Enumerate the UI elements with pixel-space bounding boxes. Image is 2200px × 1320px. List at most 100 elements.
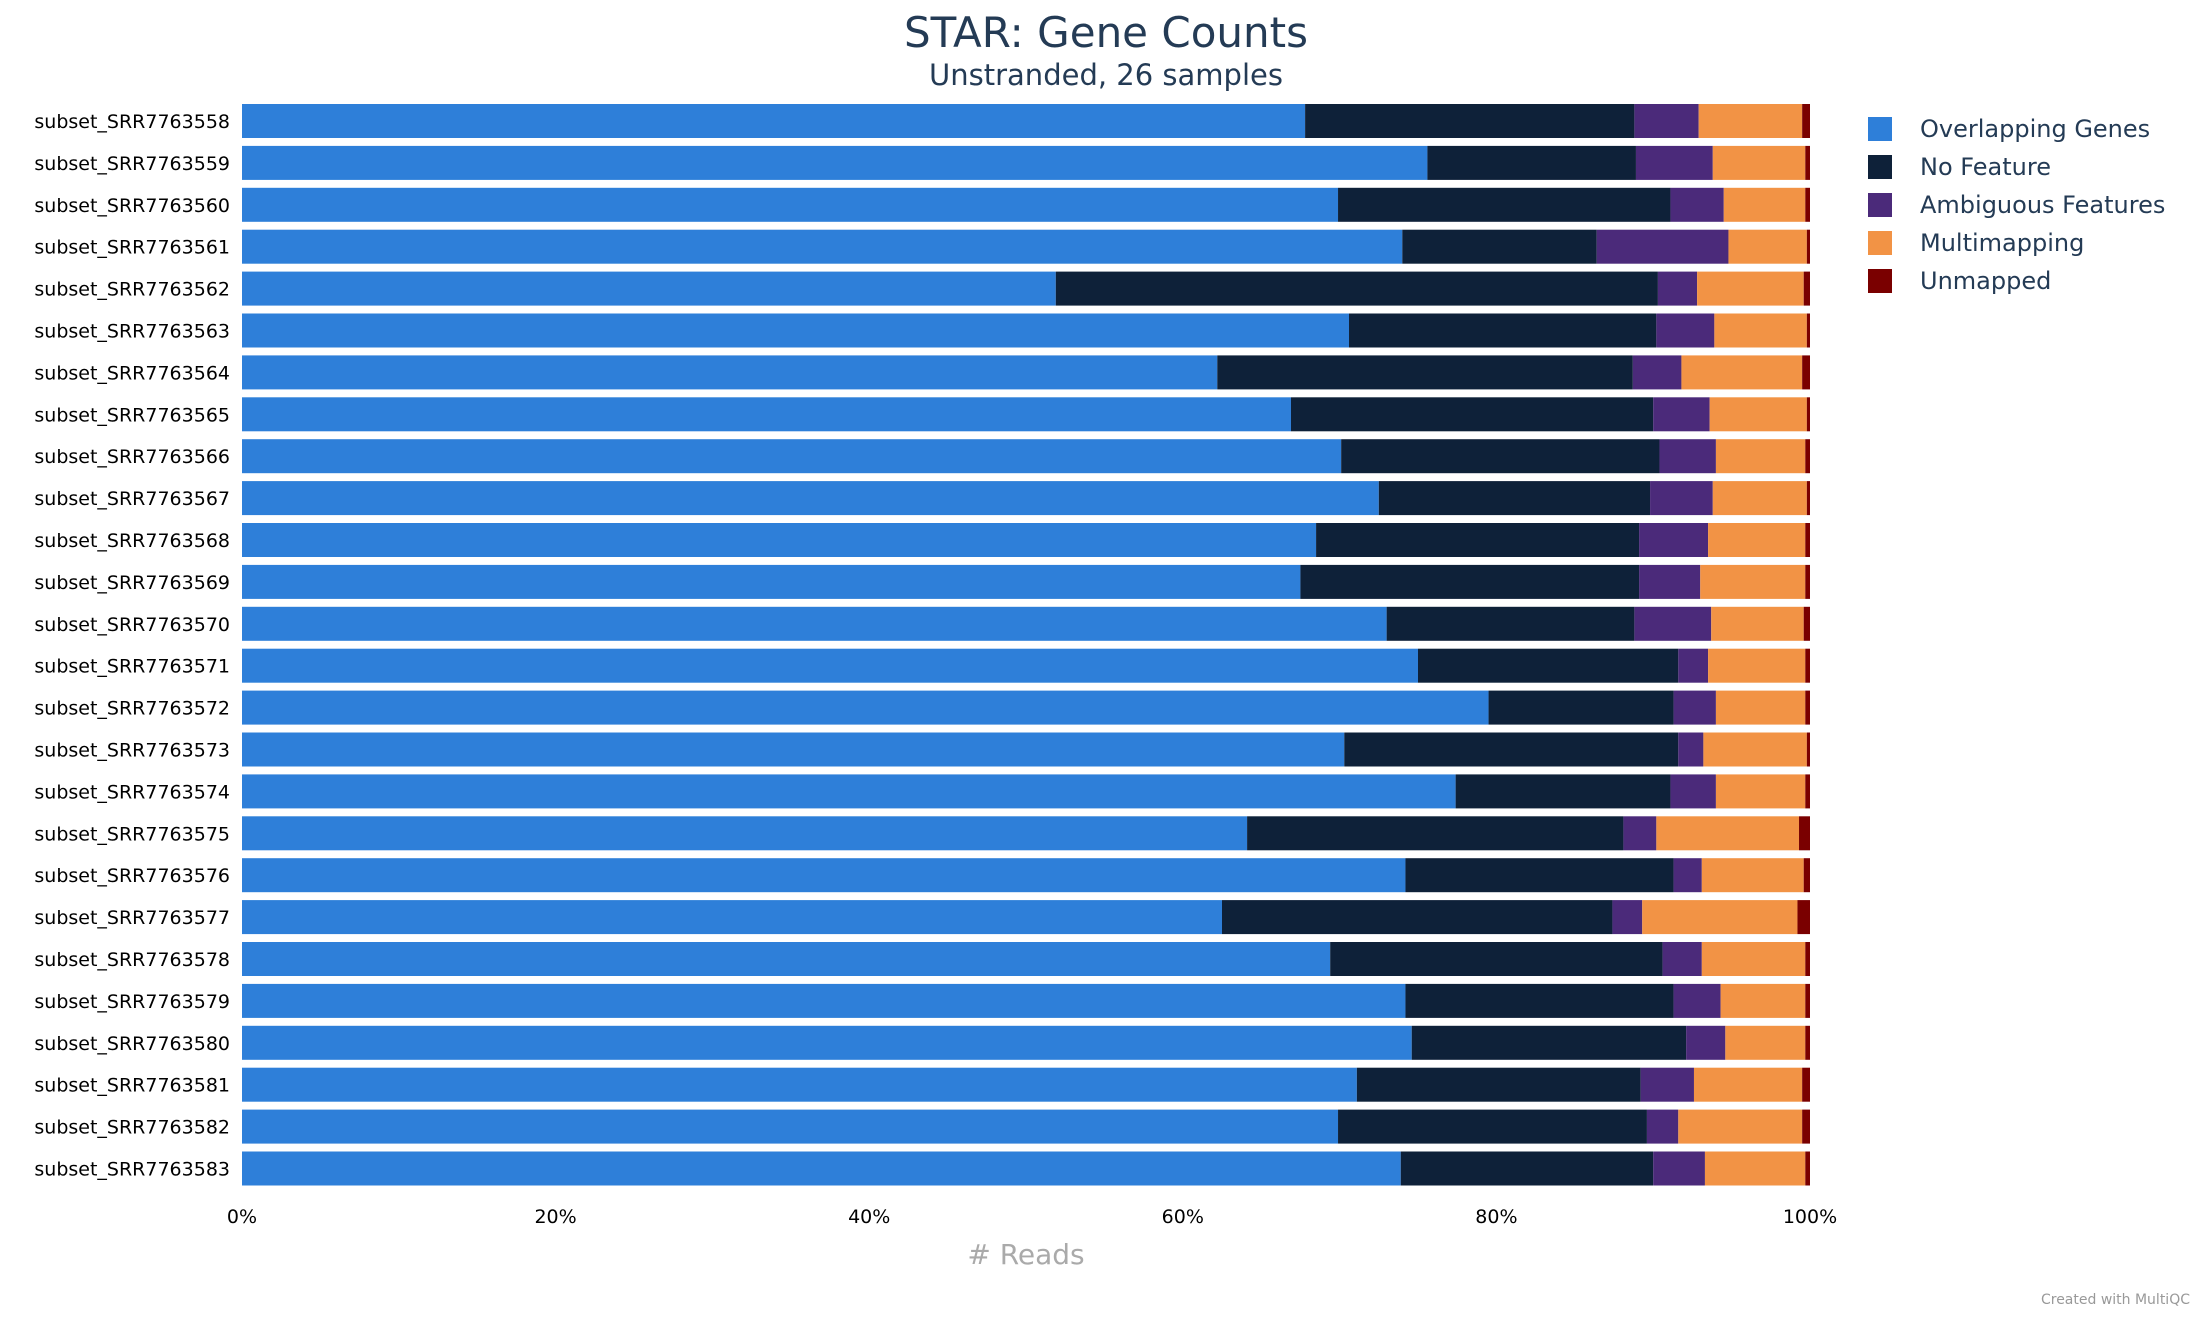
bar-segment — [1708, 523, 1806, 557]
bar-segment — [1455, 774, 1671, 809]
bar-segment — [1805, 648, 1810, 683]
bar-segment — [1701, 942, 1806, 976]
x-tick-label: 80% — [1475, 1206, 1517, 1228]
bar-segment — [1802, 104, 1810, 138]
bar-segment — [1693, 1067, 1803, 1102]
bar-segment — [1805, 1025, 1810, 1060]
bar-segment — [1806, 397, 1810, 432]
legend-swatch[interactable] — [1868, 231, 1892, 255]
bar-segment — [1673, 983, 1721, 1018]
bar-segment — [1623, 816, 1657, 851]
legend-label[interactable]: Overlapping Genes — [1920, 115, 2150, 143]
category-label: subset_SRR7763579 — [34, 991, 230, 1013]
bar-segment — [1806, 481, 1810, 516]
bar-segment — [1673, 858, 1702, 893]
bar-segment — [1247, 816, 1624, 851]
bar-segment — [242, 145, 1428, 180]
bar-segment — [1803, 271, 1810, 306]
category-label: subset_SRR7763578 — [34, 949, 230, 971]
bar-segment — [1670, 187, 1724, 222]
bar-segment — [1805, 564, 1810, 599]
bar-segment — [1806, 313, 1810, 348]
category-label: subset_SRR7763583 — [34, 1159, 230, 1181]
bar-segment — [242, 397, 1291, 432]
bar-segment — [1805, 523, 1810, 557]
legend-label[interactable]: Unmapped — [1920, 267, 2051, 295]
bar-segment — [1803, 858, 1810, 893]
bar-segment — [1720, 983, 1806, 1018]
legend-label[interactable]: Ambiguous Features — [1920, 191, 2165, 219]
bar-segment — [242, 858, 1406, 893]
category-label: subset_SRR7763575 — [34, 823, 230, 845]
bar-segment — [1712, 481, 1807, 516]
bar-segment — [1405, 858, 1674, 893]
bar-segment — [242, 983, 1406, 1018]
legend-label[interactable]: No Feature — [1920, 153, 2051, 181]
bar-segment — [242, 732, 1345, 767]
bar-segment — [242, 564, 1301, 599]
bar-segment — [242, 439, 1342, 474]
bar-segment — [1300, 564, 1640, 599]
legend-swatch[interactable] — [1868, 193, 1892, 217]
bar-segment — [242, 313, 1350, 348]
category-label: subset_SRR7763568 — [34, 530, 230, 552]
bar-segment — [1715, 439, 1806, 474]
bar-segment — [242, 900, 1222, 935]
category-label: subset_SRR7763573 — [34, 740, 230, 762]
category-label: subset_SRR7763558 — [34, 111, 230, 133]
bar-segment — [1802, 355, 1810, 390]
bar-segment — [242, 523, 1317, 557]
x-tick-label: 20% — [534, 1206, 576, 1228]
bar-segment — [1341, 439, 1660, 474]
bar-segment — [242, 1151, 1401, 1186]
category-label: subset_SRR7763560 — [34, 195, 230, 217]
category-label: subset_SRR7763572 — [34, 698, 230, 720]
category-label: subset_SRR7763574 — [34, 781, 230, 803]
bar-segment — [1805, 942, 1810, 976]
bar-segment — [1596, 229, 1729, 264]
bar-segment — [1700, 564, 1806, 599]
legend-label[interactable]: Multimapping — [1920, 229, 2084, 257]
category-label: subset_SRR7763563 — [34, 321, 230, 343]
bar-segment — [1805, 145, 1810, 180]
bar-segment — [1418, 648, 1679, 683]
x-tick-label: 100% — [1783, 1206, 1837, 1228]
legend-swatch[interactable] — [1868, 269, 1892, 293]
bar-segment — [242, 271, 1056, 306]
bar-segment — [1642, 900, 1798, 935]
category-label: subset_SRR7763577 — [34, 907, 230, 929]
bar-segment — [242, 1025, 1412, 1060]
category-label: subset_SRR7763561 — [34, 237, 230, 259]
bar-segment — [242, 774, 1456, 809]
bar-segment — [1639, 564, 1701, 599]
bar-segment — [1657, 271, 1698, 306]
bar-segment — [1708, 648, 1806, 683]
bar-segment — [1715, 690, 1806, 725]
bar-segment — [1802, 1109, 1810, 1144]
bar-segment — [1686, 1025, 1726, 1060]
bar-segment — [1650, 481, 1713, 516]
legend-swatch[interactable] — [1868, 117, 1892, 141]
bar-segment — [1378, 481, 1651, 516]
bar-segment — [1400, 1151, 1654, 1186]
bar-segment — [1653, 1151, 1705, 1186]
category-label: subset_SRR7763576 — [34, 865, 230, 887]
bar-segment — [1725, 1025, 1806, 1060]
bar-segment — [1678, 648, 1709, 683]
bar-segment — [1698, 104, 1803, 138]
bar-segment — [1290, 397, 1654, 432]
bar-segment — [1805, 690, 1810, 725]
bar-segment — [1405, 983, 1674, 1018]
bar-segment — [1805, 187, 1810, 222]
x-tick-label: 40% — [848, 1206, 890, 1228]
bar-segment — [1803, 606, 1810, 641]
bar-segment — [1805, 439, 1810, 474]
bar-segment — [1316, 523, 1640, 557]
legend-swatch[interactable] — [1868, 155, 1892, 179]
bar-segment — [1338, 1109, 1647, 1144]
bar-segment — [1640, 1067, 1694, 1102]
bar-segment — [1711, 606, 1804, 641]
bar-segment — [242, 942, 1331, 976]
